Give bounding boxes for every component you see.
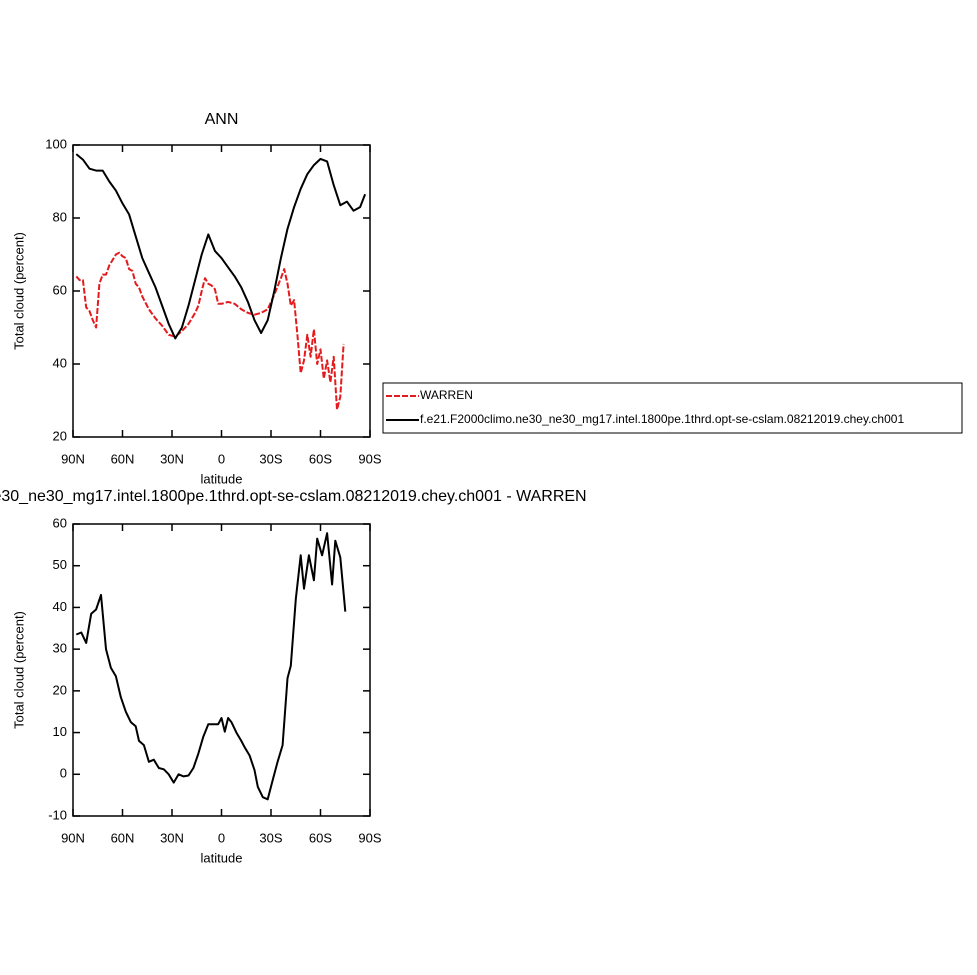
series-line bbox=[75, 251, 345, 411]
y-tick-label: 40 bbox=[53, 599, 67, 614]
y-tick-label: 10 bbox=[53, 724, 67, 739]
y-tick-label: 60 bbox=[53, 515, 67, 530]
y-tick-label: 100 bbox=[45, 136, 67, 151]
legend-label: f.e21.F2000climo.ne30_ne30_mg17.intel.18… bbox=[420, 412, 904, 426]
chart-title: f.e21.F2000climo.ne30_ne30_mg17.intel.18… bbox=[0, 488, 587, 505]
x-tick-label: 90N bbox=[61, 830, 85, 845]
x-tick-label: 90N bbox=[61, 451, 85, 466]
x-axis-label: latitude bbox=[201, 471, 243, 486]
x-tick-label: 90S bbox=[358, 830, 381, 845]
x-tick-label: 30N bbox=[160, 451, 184, 466]
x-tick-label: 60S bbox=[309, 830, 332, 845]
x-tick-label: 0 bbox=[218, 830, 225, 845]
y-tick-label: 50 bbox=[53, 557, 67, 572]
x-tick-label: 30N bbox=[160, 830, 184, 845]
y-tick-label: -10 bbox=[48, 807, 67, 822]
y-tick-label: 40 bbox=[53, 355, 67, 370]
x-tick-label: 90S bbox=[358, 451, 381, 466]
x-tick-label: 60S bbox=[309, 451, 332, 466]
y-tick-label: 80 bbox=[53, 209, 67, 224]
y-tick-label: 20 bbox=[53, 428, 67, 443]
legend-label: WARREN bbox=[420, 388, 473, 402]
x-tick-label: 60N bbox=[111, 451, 135, 466]
x-tick-label: 30S bbox=[259, 451, 282, 466]
y-tick-label: 0 bbox=[60, 766, 67, 781]
chart-title: ANN bbox=[205, 111, 239, 128]
plot-frame bbox=[72, 523, 371, 817]
x-tick-label: 30S bbox=[259, 830, 282, 845]
y-tick-label: 30 bbox=[53, 641, 67, 656]
x-axis-label: latitude bbox=[201, 850, 243, 865]
series-line bbox=[75, 532, 347, 801]
legend-box bbox=[382, 382, 963, 434]
y-tick-label: 20 bbox=[53, 682, 67, 697]
y-axis-label: Total cloud (percent) bbox=[11, 611, 26, 729]
series-line bbox=[75, 153, 367, 340]
x-tick-label: 0 bbox=[218, 451, 225, 466]
y-axis-label: Total cloud (percent) bbox=[11, 232, 26, 350]
plot-frame bbox=[72, 144, 371, 438]
x-tick-label: 60N bbox=[111, 830, 135, 845]
y-tick-label: 60 bbox=[53, 282, 67, 297]
